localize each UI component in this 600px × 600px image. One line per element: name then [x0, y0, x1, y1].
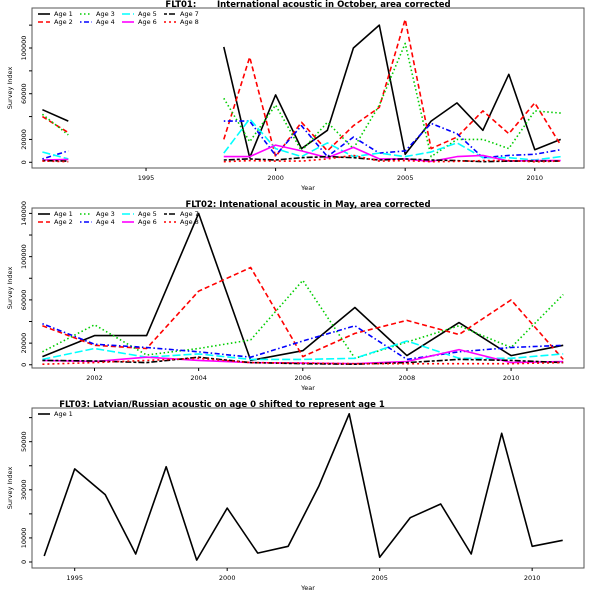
y-axis-label: Survey Index [6, 467, 14, 510]
series-line-age-8 [42, 160, 69, 163]
series-line-age-1 [43, 412, 563, 561]
y-tick-label: 50000 [20, 431, 28, 452]
legend-label: Age 3 [96, 10, 115, 18]
legend-label: Age 5 [138, 210, 157, 218]
y-tick-label: 20000 [20, 129, 28, 150]
x-axis: 2002 2004 2006 2008 2010 [86, 368, 519, 382]
x-tick-label: 2006 [295, 374, 312, 382]
x-axis: 1995 2000 2005 2010 [66, 568, 540, 582]
y-tick-label: 100000 [20, 36, 28, 61]
series-line-age-5 [42, 340, 564, 361]
plot-frame [31, 407, 585, 569]
series-lines [42, 212, 564, 366]
series-line-age-4 [223, 120, 561, 159]
series-line-age-3 [42, 279, 564, 360]
panel-flt02: FLT02: Intenational acoustic in May, are… [6, 200, 585, 392]
y-axis-label: Survey Index [6, 67, 14, 110]
series-line-age-3 [223, 42, 561, 158]
x-tick-label: 2004 [190, 374, 207, 382]
y-tick-label: 10000 [20, 528, 28, 549]
series-line-age-1 [42, 108, 69, 122]
y-tick-label: 30000 [20, 479, 28, 500]
series-line-age-2 [42, 266, 564, 360]
series-line-age-8 [42, 357, 564, 365]
y-axis-label: Survey Index [6, 267, 14, 310]
y-axis: 0 10000 30000 50000 [20, 417, 32, 564]
x-axis-label: Year [300, 384, 315, 392]
y-axis: 0 20000 60000 100000 [20, 24, 32, 164]
legend-label: Age 8 [180, 18, 199, 26]
y-axis: 0 20000 60000 100000 140000 [20, 201, 32, 367]
series-line-age-1 [223, 24, 561, 159]
y-tick-label: 140000 [20, 201, 28, 226]
legend-label: Age 3 [96, 210, 115, 218]
series-line-age-4 [42, 150, 69, 160]
series-lines [43, 412, 563, 561]
series-line-age-6 [42, 158, 69, 161]
x-tick-label: 2010 [503, 374, 520, 382]
series-line-age-3 [41, 113, 69, 136]
series-line-age-4 [42, 322, 564, 361]
y-tick-label: 0 [20, 560, 28, 564]
y-tick-label: 20000 [20, 333, 28, 354]
legend-label: Age 6 [138, 18, 157, 26]
y-tick-label: 60000 [20, 290, 28, 311]
x-tick-label: 2010 [524, 574, 541, 582]
panel-flt03: FLT03: Latvian/Russian acoustic on age 0… [6, 400, 585, 592]
legend-label: Age 5 [138, 10, 157, 18]
x-tick-label: 2000 [267, 174, 284, 182]
y-tick-label: 100000 [20, 244, 28, 269]
legend-label: Age 4 [96, 18, 115, 26]
y-tick-label: 0 [20, 363, 28, 367]
chart-title: FLT02: Intenational acoustic in May, are… [185, 200, 430, 210]
legend-label: Age 2 [54, 218, 73, 226]
legend-label: Age 8 [180, 218, 199, 226]
x-tick-label: 2008 [399, 374, 416, 382]
series-lines [41, 18, 562, 163]
x-axis-label: Year [300, 584, 315, 592]
plot-frame [31, 207, 585, 369]
panel-flt01: FLT01: International acoustic in October… [6, 0, 585, 192]
y-tick-label: 60000 [20, 83, 28, 104]
legend-label: Age 7 [180, 210, 199, 218]
series-line-age-8 [223, 154, 561, 163]
x-tick-label: 1995 [138, 174, 155, 182]
x-tick-label: 1995 [66, 574, 83, 582]
x-axis-label: Year [300, 184, 315, 192]
series-line-age-5 [223, 118, 561, 161]
legend-label: Age 4 [96, 218, 115, 226]
y-tick-label: 0 [20, 160, 28, 164]
series-line-age-1 [42, 212, 564, 362]
legend-label: Age 1 [54, 410, 73, 418]
x-tick-label: 2002 [86, 374, 103, 382]
legend-label: Age 7 [180, 10, 199, 18]
series-line-age-2 [41, 115, 69, 134]
x-tick-label: 2005 [371, 574, 388, 582]
legend-label: Age 1 [54, 10, 73, 18]
x-tick-label: 2000 [219, 574, 236, 582]
legend-label: Age 1 [54, 210, 73, 218]
legend: Age 1 [38, 410, 73, 418]
x-tick-label: 2010 [526, 174, 543, 182]
x-tick-label: 2005 [397, 174, 414, 182]
legend-label: Age 6 [138, 218, 157, 226]
legend-label: Age 2 [54, 18, 73, 26]
x-axis: 1995 2000 2005 2010 [138, 168, 543, 182]
series-line-age-5 [42, 151, 69, 160]
chart-title: FLT03: Latvian/Russian acoustic on age 0… [59, 400, 385, 410]
chart-title: FLT01: International acoustic in October… [165, 0, 450, 10]
plot-frame [31, 7, 585, 169]
